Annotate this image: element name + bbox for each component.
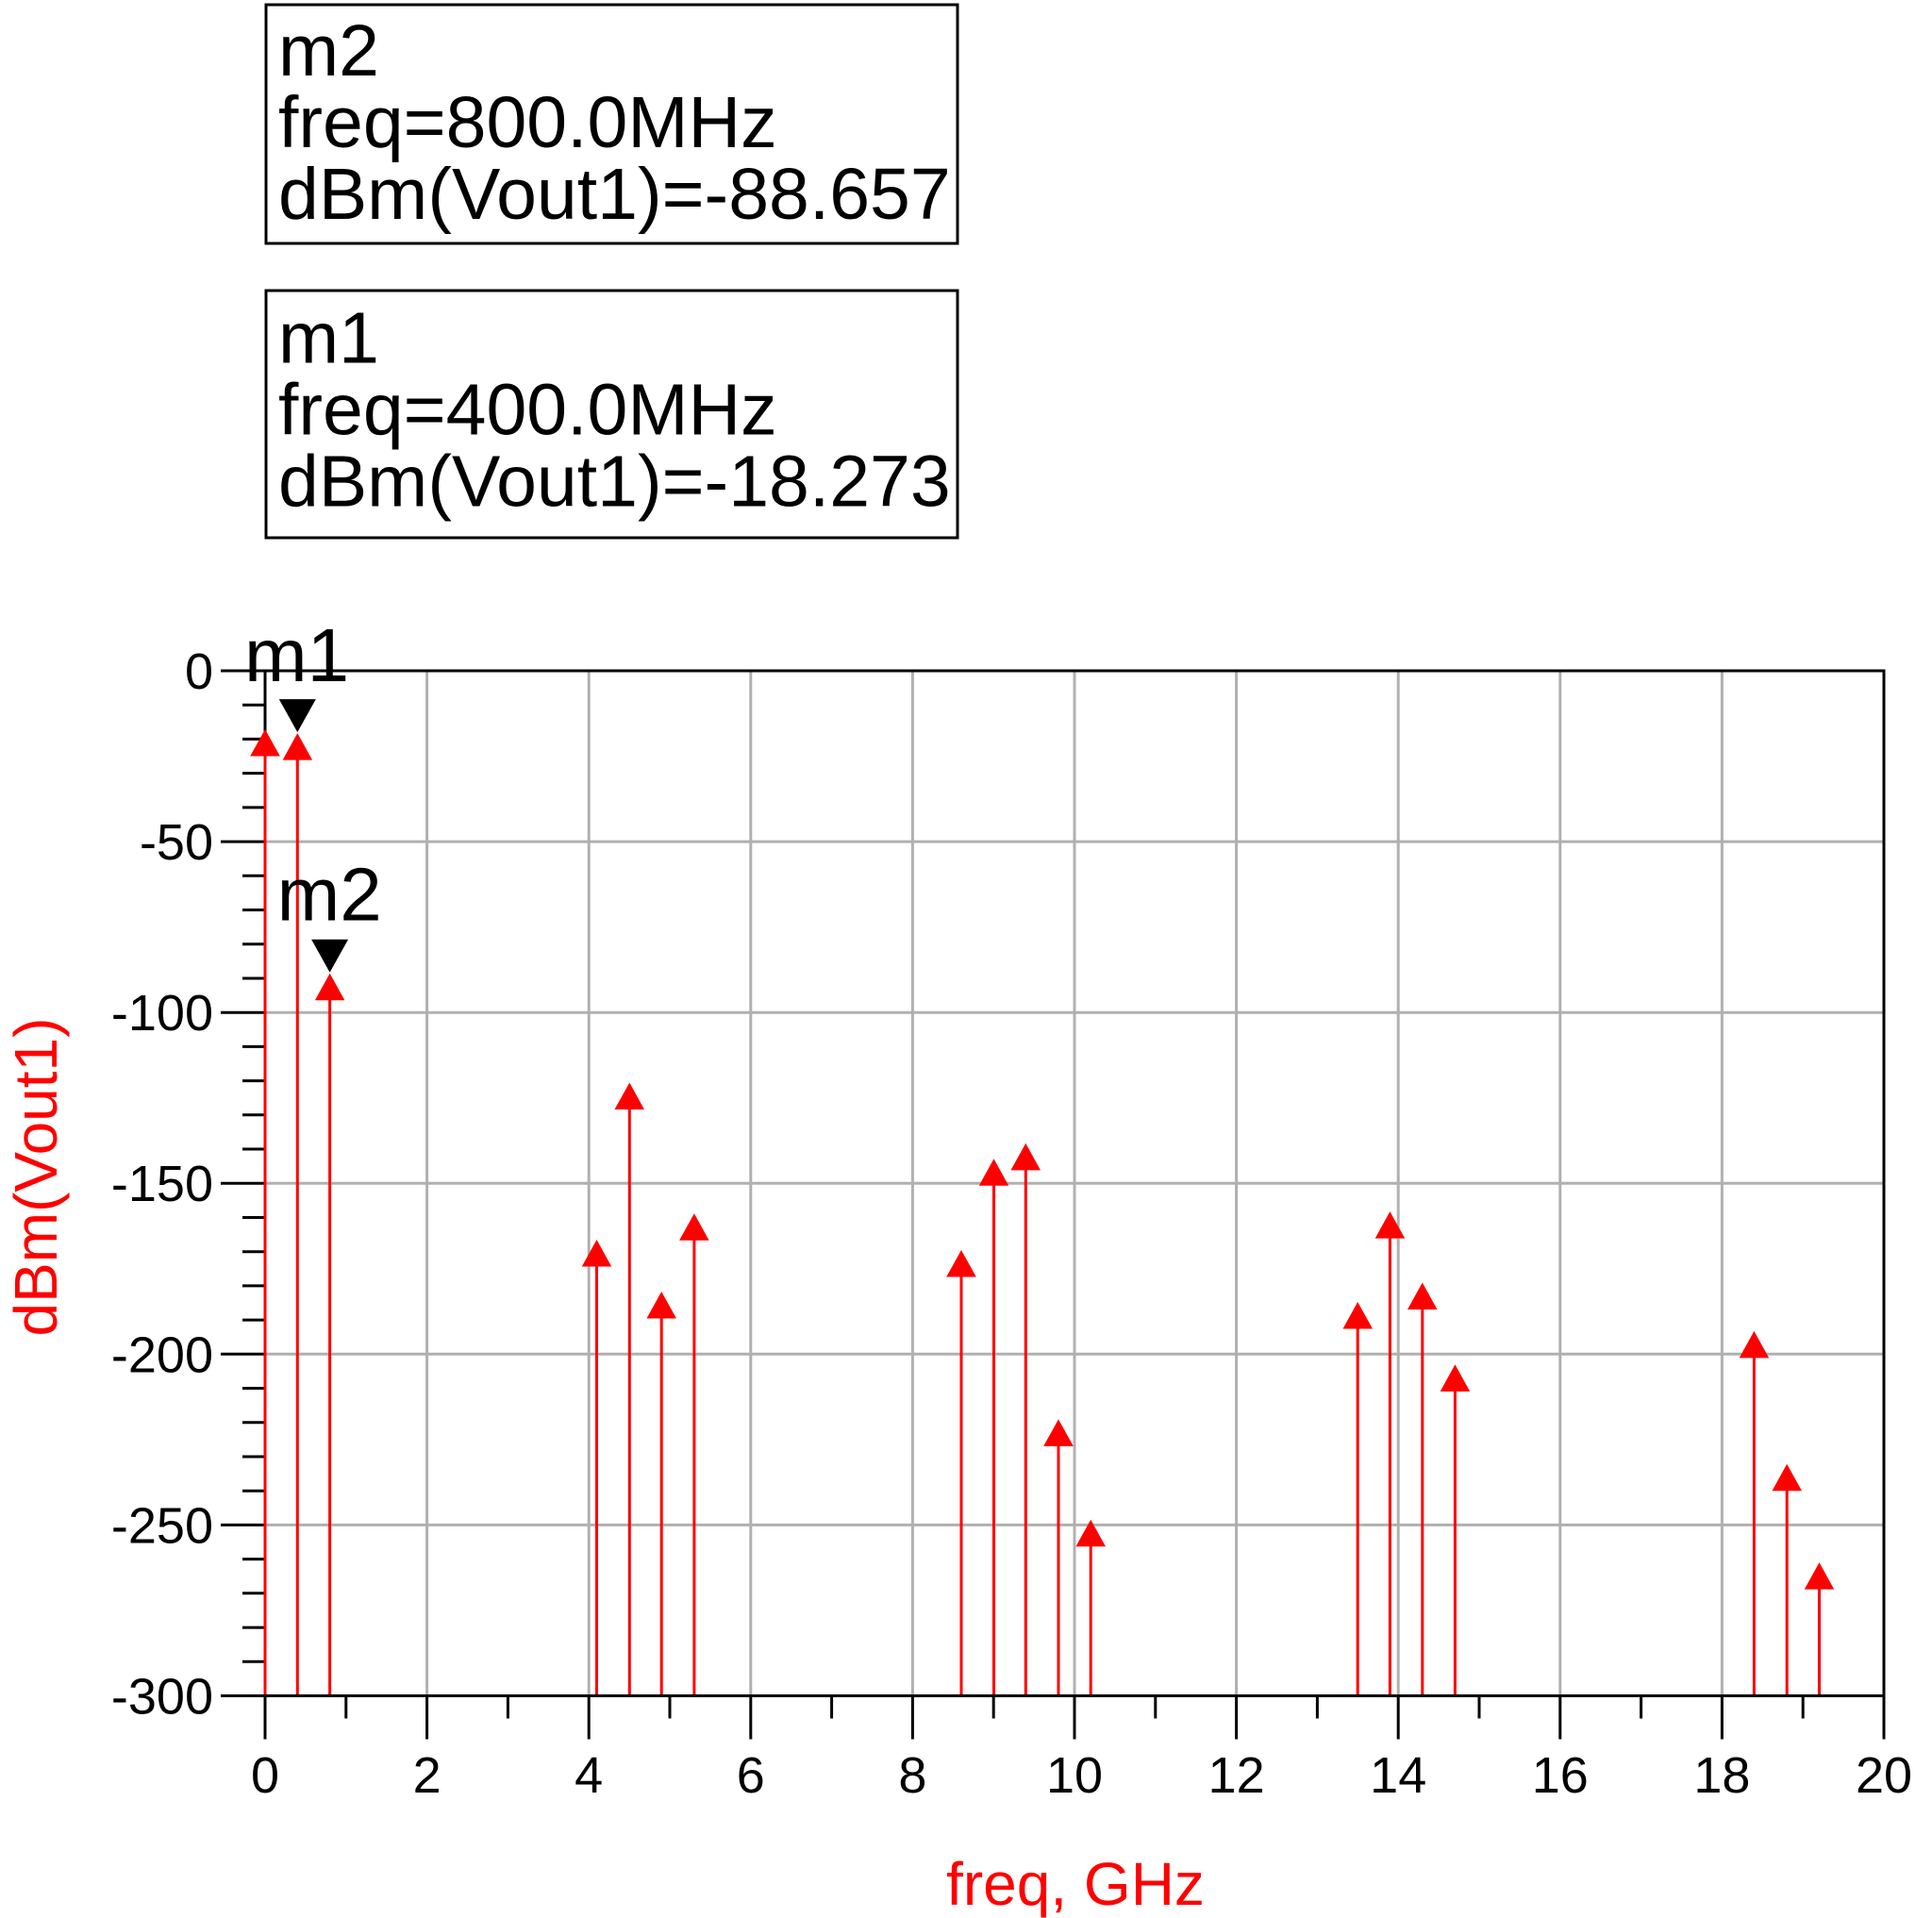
- svg-text:m2: m2: [278, 10, 379, 92]
- svg-text:-200: -200: [111, 1326, 213, 1383]
- svg-text:dBm(Vout1): dBm(Vout1): [2, 1018, 70, 1337]
- svg-text:m2: m2: [277, 853, 382, 937]
- svg-text:m1: m1: [244, 613, 349, 697]
- svg-text:4: 4: [575, 1747, 603, 1804]
- svg-text:m1: m1: [278, 298, 379, 379]
- svg-text:-50: -50: [140, 814, 213, 871]
- svg-text:freq=800.0MHz: freq=800.0MHz: [278, 82, 777, 163]
- svg-text:0: 0: [185, 643, 213, 700]
- svg-text:12: 12: [1208, 1747, 1265, 1804]
- svg-text:16: 16: [1532, 1747, 1589, 1804]
- svg-text:6: 6: [737, 1747, 765, 1804]
- svg-text:-150: -150: [111, 1156, 213, 1212]
- svg-text:-300: -300: [111, 1669, 213, 1726]
- svg-text:10: 10: [1046, 1747, 1103, 1804]
- svg-text:2: 2: [413, 1747, 441, 1804]
- svg-text:freq=400.0MHz: freq=400.0MHz: [278, 370, 777, 451]
- svg-text:freq, GHz: freq, GHz: [946, 1850, 1205, 1918]
- svg-text:20: 20: [1856, 1747, 1912, 1804]
- svg-text:0: 0: [251, 1747, 279, 1804]
- svg-text:-250: -250: [111, 1497, 213, 1554]
- svg-text:18: 18: [1693, 1747, 1750, 1804]
- svg-text:14: 14: [1370, 1747, 1426, 1804]
- svg-text:8: 8: [898, 1747, 926, 1804]
- svg-text:-100: -100: [111, 985, 213, 1042]
- svg-text:dBm(Vout1)=-18.273: dBm(Vout1)=-18.273: [278, 442, 951, 523]
- svg-text:dBm(Vout1)=-88.657: dBm(Vout1)=-88.657: [278, 154, 951, 235]
